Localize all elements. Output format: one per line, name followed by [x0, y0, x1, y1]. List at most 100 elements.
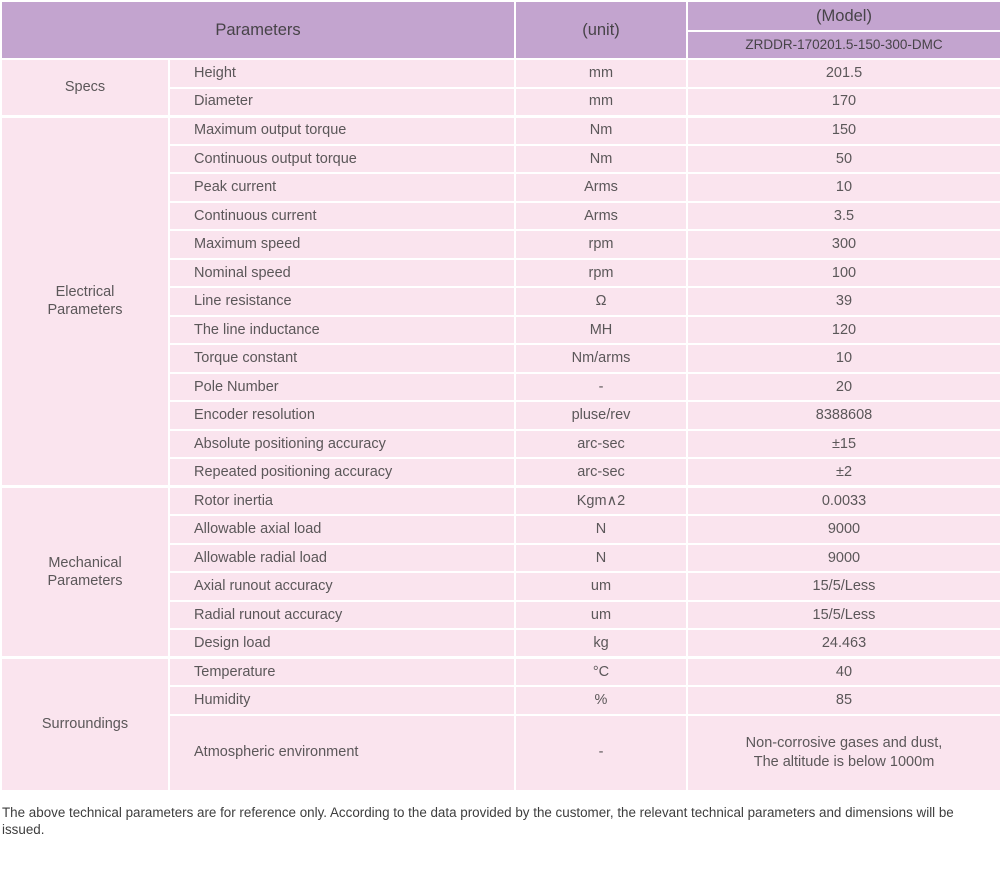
- table-row: Torque constant Nm/arms 10: [1, 343, 1000, 374]
- header-model-value: ZRDDR-170201.5-150-300-DMC: [686, 30, 1000, 60]
- table-row: Absolute positioning accuracy arc-sec ±15: [1, 428, 1000, 459]
- parameter-name: Line resistance: [168, 286, 516, 317]
- unit-cell: kg: [514, 628, 688, 659]
- table-row: Pole Number -20: [1, 371, 1000, 402]
- group-label: Specs: [0, 58, 170, 117]
- unit-cell: Arms: [514, 172, 688, 203]
- table-row: Line resistance Ω 39: [1, 286, 1000, 317]
- parameter-name: Allowable radial load: [168, 542, 516, 573]
- unit-cell: -: [514, 713, 688, 792]
- value-cell: Non-corrosive gases and dust, The altitu…: [686, 713, 1000, 792]
- unit-cell: N: [514, 514, 688, 545]
- parameter-name: Maximum speed: [168, 229, 516, 260]
- parameter-name: Absolute positioning accuracy: [168, 428, 516, 459]
- unit-cell: rpm: [514, 229, 688, 260]
- unit-cell: Arms: [514, 200, 688, 231]
- parameter-name: Nominal speed: [168, 257, 516, 288]
- value-cell: ±15: [686, 428, 1000, 459]
- unit-cell: Nm: [514, 114, 688, 146]
- group-label: Mechanical Parameters: [0, 485, 170, 659]
- parameter-name: Atmospheric environment: [168, 713, 516, 792]
- parameter-name: Allowable axial load: [168, 514, 516, 545]
- unit-cell: Ω: [514, 286, 688, 317]
- parameter-name: Pole Number: [168, 371, 516, 402]
- value-cell: ±2: [686, 457, 1000, 488]
- value-cell: 9000: [686, 514, 1000, 545]
- parameter-name: Rotor inertia: [168, 485, 516, 516]
- parameter-name: Maximum output torque: [168, 114, 516, 146]
- header-parameters: Parameters: [0, 0, 516, 60]
- unit-cell: Kgm∧2: [514, 485, 688, 516]
- unit-cell: um: [514, 571, 688, 602]
- table-row: Maximum speed rpm 300: [1, 229, 1000, 260]
- unit-cell: %: [514, 685, 688, 716]
- table-row: Continuous output torque Nm 50: [1, 143, 1000, 174]
- parameter-name: Continuous current: [168, 200, 516, 231]
- unit-cell: rpm: [514, 257, 688, 288]
- value-cell: 170: [686, 86, 1000, 117]
- unit-cell: -: [514, 371, 688, 402]
- parameter-name: Design load: [168, 628, 516, 659]
- group-label: Electrical Parameters: [0, 114, 170, 488]
- technical-parameters-table: Parameters (unit) (Model) ZRDDR-170201.5…: [0, 0, 1000, 792]
- unit-cell: pluse/rev: [514, 400, 688, 431]
- table-row: Axial runout accuracy um 15/5/Less: [1, 571, 1000, 602]
- value-cell: 300: [686, 229, 1000, 260]
- group-label: Surroundings: [0, 656, 170, 792]
- value-cell: 150: [686, 114, 1000, 146]
- value-cell: 50: [686, 143, 1000, 174]
- value-cell: 120: [686, 314, 1000, 345]
- unit-cell: Nm/arms: [514, 343, 688, 374]
- value-cell: 40: [686, 656, 1000, 687]
- value-cell: 201.5: [686, 58, 1000, 89]
- table-row: Peak current Arms 10: [1, 172, 1000, 203]
- value-cell: 0.0033: [686, 485, 1000, 516]
- table-row: Electrical Parameters Maximum output torq…: [0, 114, 1000, 488]
- table-body: Specs Height mm 201.5 Diameter mm 170 Electrica…: [0, 58, 1000, 792]
- unit-cell: mm: [514, 86, 688, 117]
- unit-cell: arc-sec: [514, 428, 688, 459]
- value-cell: 10: [686, 172, 1000, 203]
- value-cell: 9000: [686, 542, 1000, 573]
- parameter-name: Axial runout accuracy: [168, 571, 516, 602]
- unit-cell: mm: [514, 58, 688, 89]
- unit-cell: arc-sec: [514, 457, 688, 488]
- unit-cell: °C: [514, 656, 688, 687]
- unit-cell: um: [514, 599, 688, 630]
- value-cell: 10: [686, 343, 1000, 374]
- parameter-name: Temperature: [168, 656, 516, 687]
- header-unit: (unit): [514, 0, 688, 60]
- parameter-name: Continuous output torque: [168, 143, 516, 174]
- parameter-name: Height: [168, 58, 516, 89]
- table-row: Mechanical Parameters Rotor inertia Kgm∧2 0…: [0, 485, 1000, 659]
- value-cell: 15/5/Less: [686, 571, 1000, 602]
- value-cell: 24.463: [686, 628, 1000, 659]
- table-row: Continuous current Arms 3.5: [1, 200, 1000, 231]
- footer-note: The above technical parameters are for r…: [2, 804, 954, 837]
- unit-cell: N: [514, 542, 688, 573]
- value-cell: 15/5/Less: [686, 599, 1000, 630]
- unit-cell: MH: [514, 314, 688, 345]
- header-model-label: (Model): [686, 0, 1000, 32]
- value-cell: 39: [686, 286, 1000, 317]
- table-row: Atmospheric environment - Non-corrosive ga…: [1, 713, 1000, 792]
- value-cell: 85: [686, 685, 1000, 716]
- table-row: Humidity% 85: [1, 685, 1000, 716]
- value-cell: 3.5: [686, 200, 1000, 231]
- table-row: Specs Height mm 201.5: [0, 58, 1000, 117]
- table-row: Design load kg 24.463: [1, 628, 1000, 659]
- parameter-name: Diameter: [168, 86, 516, 117]
- table-row: Surroundings Temperature °C 40: [0, 656, 1000, 792]
- parameter-name: Peak current: [168, 172, 516, 203]
- table-header: Parameters (unit) (Model) ZRDDR-170201.5…: [0, 0, 1000, 60]
- parameter-name: Torque constant: [168, 343, 516, 374]
- parameter-name: Radial runout accuracy: [168, 599, 516, 630]
- parameter-name: Encoder resolution: [168, 400, 516, 431]
- unit-cell: Nm: [514, 143, 688, 174]
- table-row: Encoder resolution pluse/rev 8388608: [1, 400, 1000, 431]
- spec-table-wrapper: Parameters (unit) (Model) ZRDDR-170201.5…: [0, 0, 1000, 792]
- table-row: The line inductance MH 120: [1, 314, 1000, 345]
- value-cell: 8388608: [686, 400, 1000, 431]
- parameter-name: Repeated positioning accuracy: [168, 457, 516, 488]
- parameter-name: The line inductance: [168, 314, 516, 345]
